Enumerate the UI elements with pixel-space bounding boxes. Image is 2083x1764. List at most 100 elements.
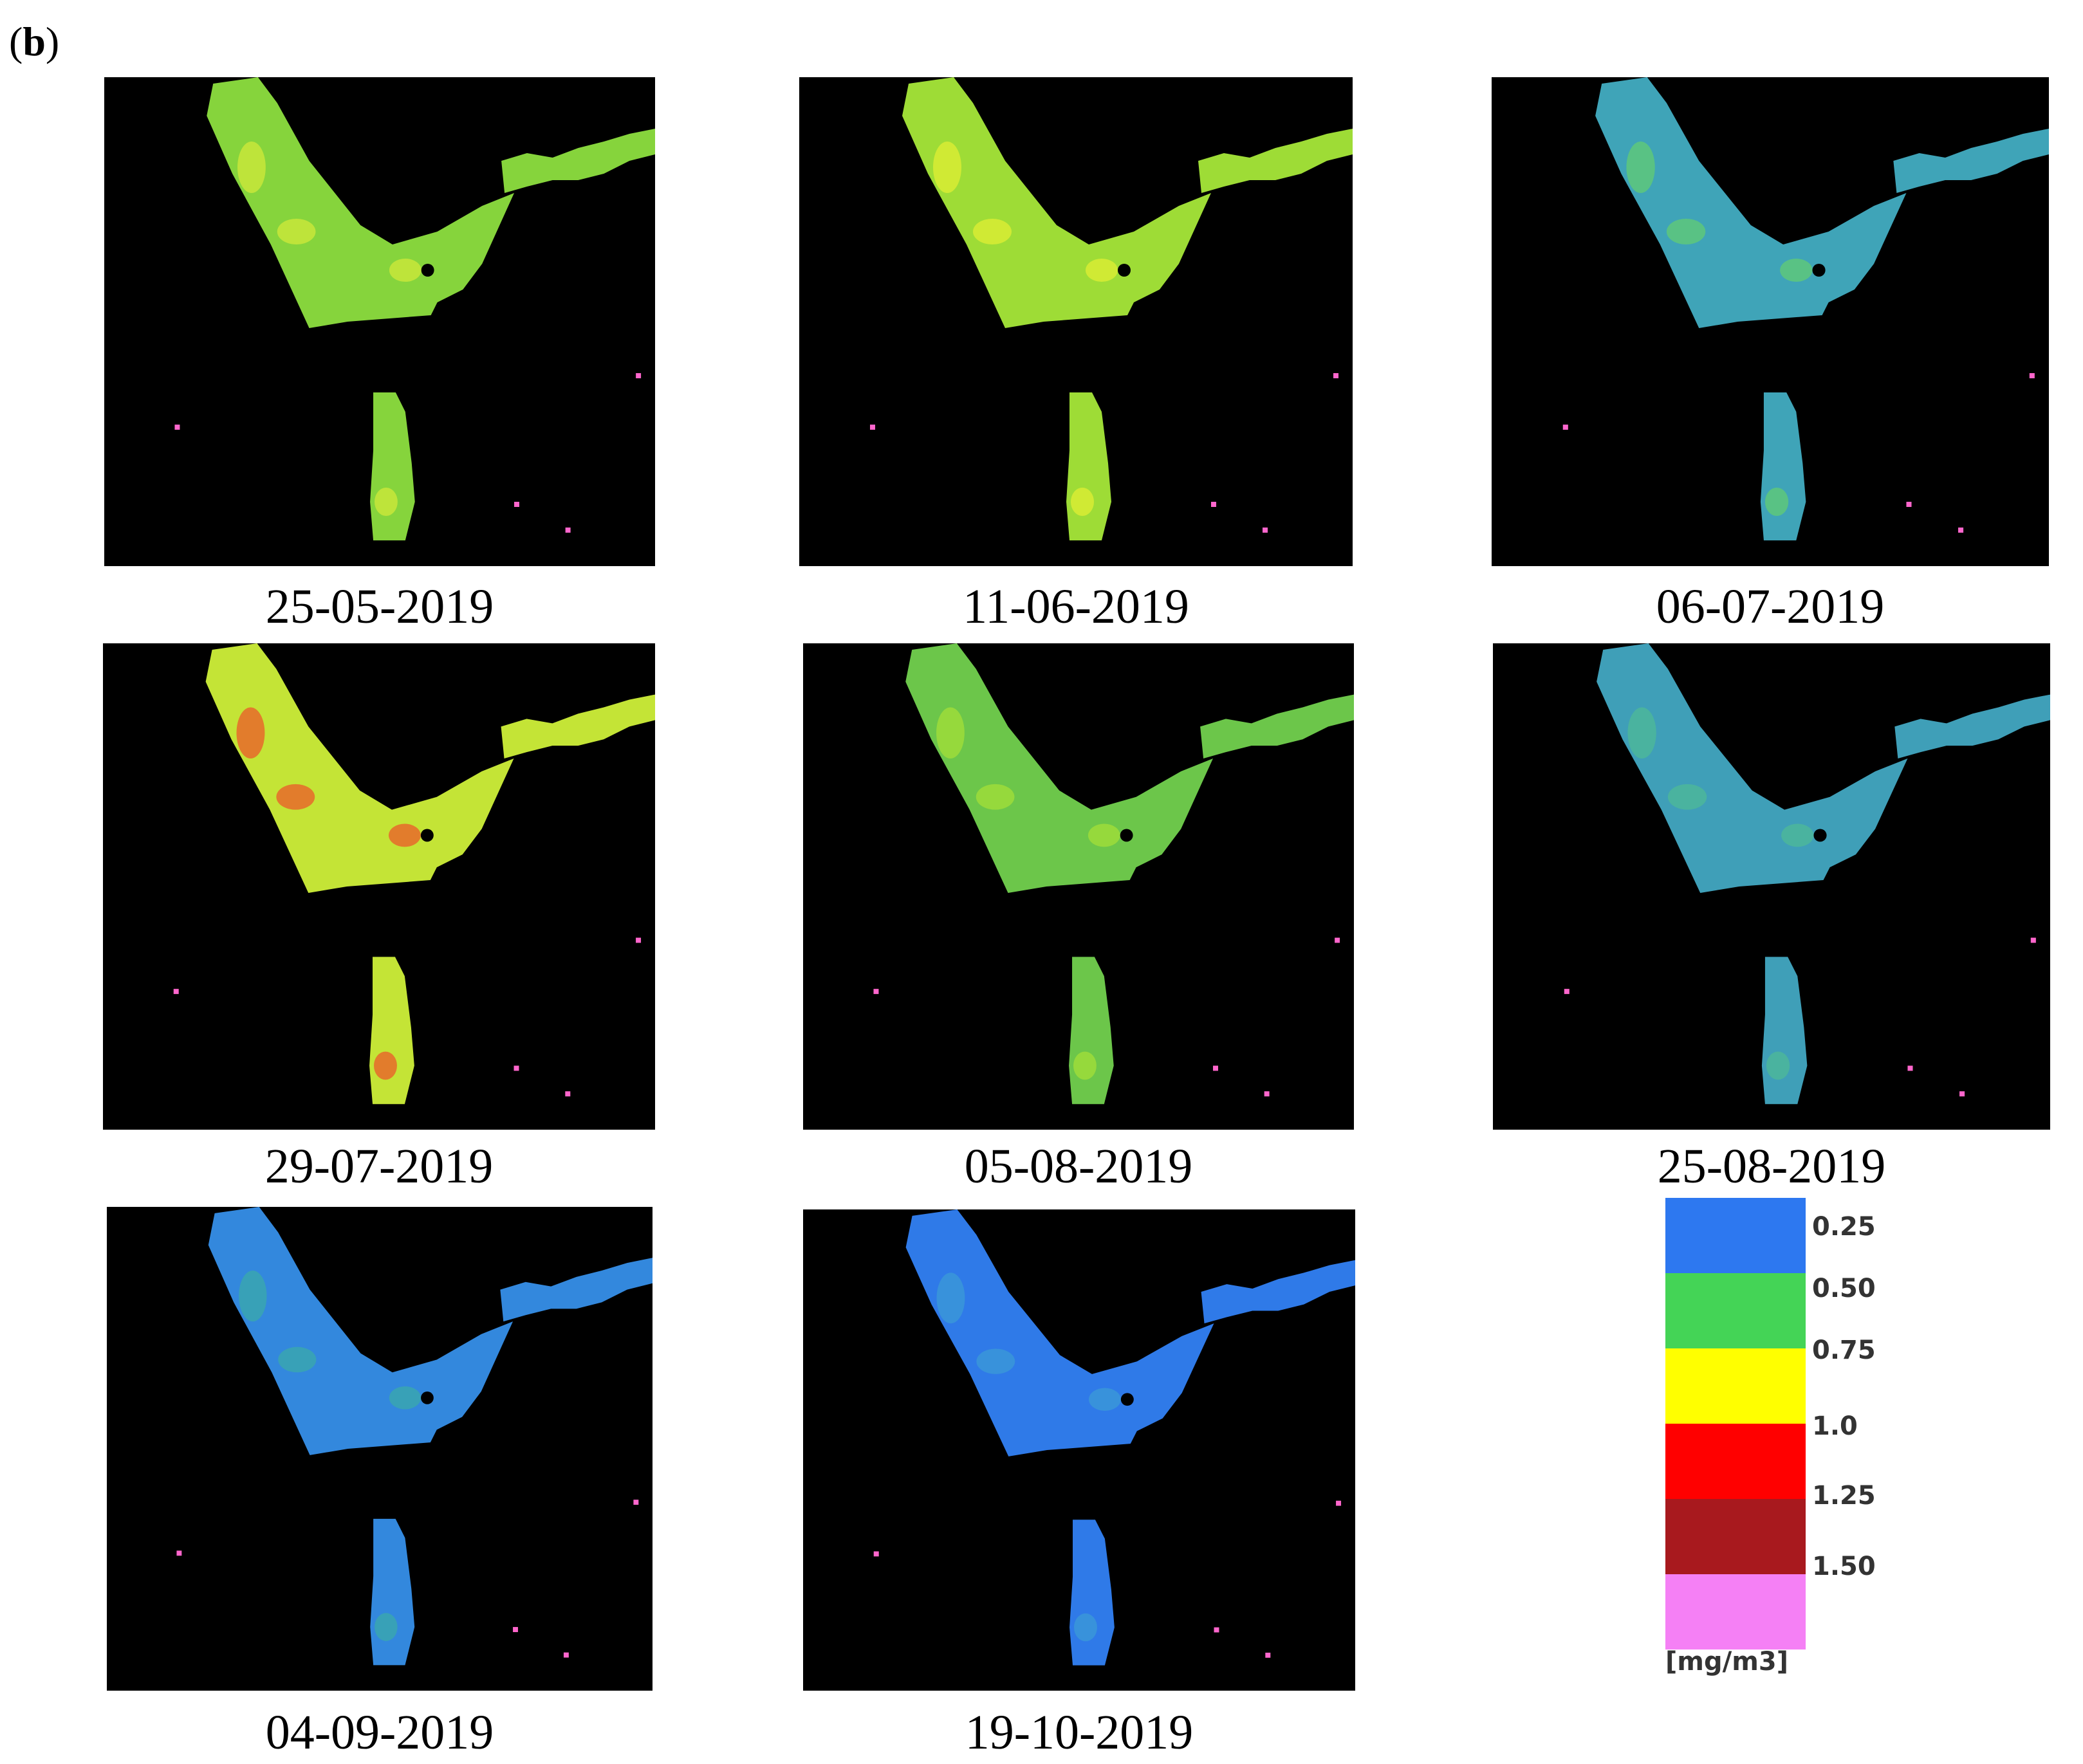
legend-unit: [mg/m3] [1665,1647,1788,1677]
noise-speckle [1958,528,1964,533]
lake-lower-channel [370,392,415,540]
water-body-image [870,77,1353,540]
noise-speckle [873,989,879,995]
noise-speckle [1263,528,1268,533]
lake-main-basin [905,1209,1214,1456]
map-date-label: 29-07-2019 [264,1139,494,1193]
concentration-spot [389,1386,421,1410]
water-body-image [173,643,655,1105]
map-date-label: 05-08-2019 [964,1139,1193,1193]
lake-right-arm [1201,1260,1355,1324]
concentration-spot [278,1346,317,1373]
noise-speckle [1333,373,1338,378]
concentration-spot [236,707,265,759]
concentration-spot [375,488,398,516]
map-date-label: 19-10-2019 [965,1705,1194,1759]
concentration-spot [1074,1613,1097,1642]
chlorophyll-map-4 [103,643,655,1130]
chlorophyll-map-3 [1492,77,2049,566]
noise-speckle [1336,1500,1342,1506]
noise-speckle [633,1500,639,1505]
concentration-spot [1780,259,1813,282]
lake-main-basin [207,77,515,328]
concentration-spot [1627,707,1656,759]
legend-swatch-1 [1665,1198,1806,1273]
noise-speckle [173,989,179,995]
noise-speckle [1907,1065,1913,1071]
lake-right-arm [501,129,655,193]
concentration-spot [1667,784,1707,810]
concentration-spot [976,1348,1015,1374]
island [1120,829,1133,842]
concentration-spot [976,784,1015,810]
legend-tick-2: 0.50 [1812,1274,1876,1303]
island [1118,264,1131,277]
concentration-spot [1666,219,1706,244]
lake-lower-channel [1069,1520,1115,1666]
noise-speckle [1211,502,1216,507]
concentration-spot [936,1272,965,1324]
lake-main-basin [902,77,1211,328]
lake-right-arm [501,694,655,759]
map-date-label: 06-07-2019 [1656,580,1885,634]
island [1812,264,1826,277]
noise-speckle [2030,937,2036,943]
map-date-label: 25-05-2019 [265,580,494,634]
legend-swatch-6 [1665,1574,1806,1649]
noise-speckle [1214,1627,1219,1633]
island [1120,1393,1134,1406]
lake-right-arm [1200,694,1354,759]
noise-speckle [870,425,875,430]
lake-lower-channel [1069,957,1114,1105]
concentration-spot [1088,1388,1121,1411]
concentration-spot [936,707,965,759]
concentration-spot [389,259,421,282]
lake-lower-channel [1761,957,1808,1105]
lake-right-arm [1198,129,1353,193]
concentration-spot [973,219,1012,244]
concentration-spot [239,1270,267,1322]
noise-speckle [563,1652,569,1658]
legend-tick-5: 1.25 [1812,1481,1876,1511]
lake-main-basin [1597,643,1908,893]
noise-speckle [565,1091,571,1097]
legend-tick-1: 0.25 [1812,1212,1876,1242]
water-body-image [873,1209,1355,1666]
concentration-spot [388,823,421,847]
noise-speckle [1564,989,1569,995]
concentration-spot [276,784,315,810]
lake-main-basin [205,643,514,893]
legend-swatch-5 [1665,1499,1806,1574]
noise-speckle [1335,937,1340,943]
legend-tick-6: 1.50 [1812,1552,1876,1581]
concentration-spot [374,1051,397,1080]
concentration-spot [277,219,316,244]
concentration-spot [1626,142,1655,193]
lake-main-basin [1595,77,1907,328]
noise-speckle [176,1550,182,1556]
island [421,264,434,277]
chlorophyll-map-5 [803,643,1354,1130]
chlorophyll-map-1 [104,77,655,566]
lake-lower-channel [370,1518,415,1666]
noise-speckle [514,502,519,507]
noise-speckle [636,373,642,378]
water-body-image [873,643,1354,1105]
concentration-spot [1086,259,1118,282]
island [421,1391,434,1404]
noise-speckle [1265,1652,1271,1658]
lake-main-basin [905,643,1214,893]
lake-main-basin [208,1207,514,1455]
concentration-spot [1088,823,1120,847]
noise-speckle [174,425,180,430]
map-date-label: 11-06-2019 [963,580,1189,634]
noise-speckle [636,937,642,943]
legend-swatch-3 [1665,1348,1806,1424]
water-body-image [176,1207,653,1666]
noise-speckle [513,1627,518,1632]
legend-tick-3: 0.75 [1812,1336,1876,1365]
noise-speckle [565,528,571,533]
legend-swatch-2 [1665,1273,1806,1348]
water-body-image [1564,643,2050,1105]
noise-speckle [1562,425,1568,430]
